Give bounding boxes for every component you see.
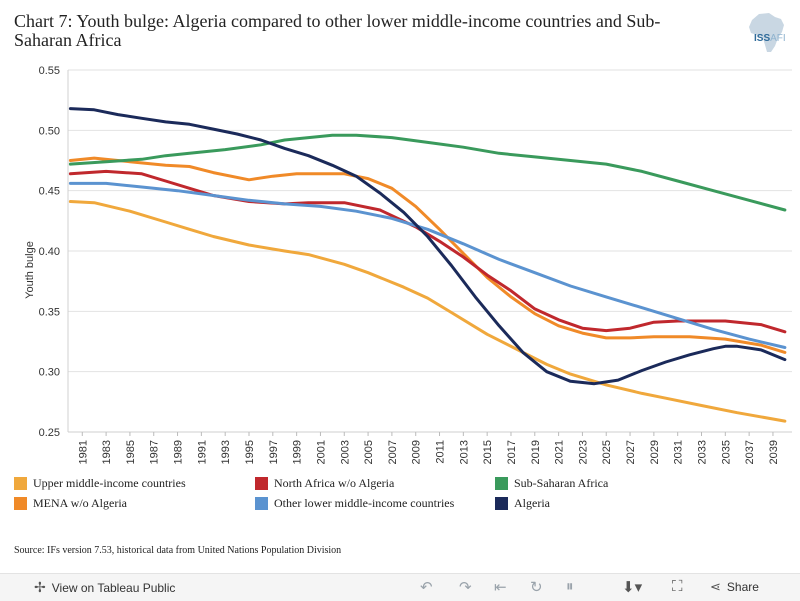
share-icon: ⋖ (710, 579, 721, 594)
x-tick-label: 1981 (77, 440, 89, 464)
x-tick-label: 2003 (339, 440, 351, 464)
series-line[interactable] (68, 200, 787, 423)
legend-item[interactable]: Algeria (495, 496, 550, 511)
legend-label: Other lower middle-income countries (274, 496, 455, 510)
view-on-tableau-label: View on Tableau Public (51, 580, 176, 595)
x-tick-label: 2031 (673, 440, 685, 464)
series-lines (68, 107, 787, 423)
gridlines (67, 69, 792, 433)
y-tick-label: 0.45 (39, 186, 60, 198)
x-tick-label: 2017 (506, 440, 518, 464)
legend-swatch (495, 497, 508, 510)
tableau-logo-icon: ✢ (34, 579, 46, 595)
view-on-tableau-button[interactable]: ✢ View on Tableau Public (34, 579, 175, 596)
series-line[interactable] (68, 133, 787, 212)
line-chart: 0.250.300.350.400.450.500.55 1981 1983 198… (24, 65, 792, 464)
series-line[interactable] (68, 107, 787, 386)
x-tick-label: 2001 (315, 440, 327, 464)
legend-swatch (14, 477, 27, 490)
chart-title: Chart 7: Youth bulge: Algeria compared t… (14, 11, 661, 50)
legend-swatch (14, 497, 27, 510)
series-line[interactable] (68, 181, 787, 349)
source-note: Source: IFs version 7.53, historical dat… (14, 545, 342, 556)
x-tick-label: 1991 (196, 440, 208, 464)
series-line[interactable] (68, 169, 787, 334)
undo-icon[interactable]: ↶ (420, 579, 433, 596)
x-tick-label: 2013 (458, 440, 470, 464)
y-tick-label: 0.25 (39, 427, 60, 439)
legend-item[interactable]: Other lower middle-income countries (255, 496, 454, 511)
x-tick-label: 2027 (625, 440, 637, 464)
legend-swatch (255, 497, 268, 510)
x-tick-label: 1987 (149, 440, 161, 464)
x-tick-label: 2023 (577, 440, 589, 464)
x-tick-label: 1993 (220, 440, 232, 464)
y-axis: 0.25 0.30 0.35 0.40 0.45 0.50 0.55 (39, 65, 60, 439)
x-tick-label: 1999 (292, 440, 304, 464)
legend-label: Upper middle-income countries (33, 476, 186, 490)
africa-map-icon (749, 13, 784, 52)
refresh-icon[interactable]: ↻ (530, 579, 543, 596)
legend-label: Sub-Saharan Africa (514, 476, 609, 490)
y-tick-label: 0.35 (39, 306, 60, 318)
legend-label: MENA w/o Algeria (33, 496, 127, 510)
share-button[interactable]: ⋖ Share (710, 579, 759, 595)
x-tick-label: 2035 (720, 440, 732, 464)
share-label: Share (726, 580, 759, 594)
pause-icon[interactable]: ⏸ (566, 578, 574, 595)
legend-item[interactable]: North Africa w/o Algeria (255, 476, 394, 491)
x-tick-label: 2019 (530, 440, 542, 464)
y-tick-label: 0.30 (39, 367, 60, 379)
download-icon[interactable]: ⬇▾ (622, 579, 643, 596)
x-axis: 1981 1983 1985 1987 1989 1991 1993 1995 1997 1999… (77, 432, 780, 464)
logo-text: ISSAFI (754, 33, 786, 44)
legend-label: North Africa w/o Algeria (274, 476, 395, 490)
x-tick-label: 2005 (363, 440, 375, 464)
x-tick-label: 2011 (435, 440, 447, 464)
x-tick-label: 2007 (387, 440, 399, 464)
x-tick-label: 2021 (554, 440, 566, 464)
y-tick-label: 0.40 (39, 246, 60, 258)
x-tick-label: 1985 (125, 440, 137, 464)
fullscreen-icon[interactable]: ⛶ (672, 578, 683, 595)
x-tick-label: 1983 (101, 440, 113, 464)
x-tick-label: 2037 (744, 440, 756, 464)
redo-icon[interactable]: ↷ (459, 579, 472, 596)
series-line[interactable] (68, 156, 787, 354)
legend-item[interactable]: MENA w/o Algeria (14, 496, 127, 511)
x-tick-label: 1989 (173, 440, 185, 464)
x-tick-label: 1997 (268, 440, 280, 464)
x-tick-label: 1995 (244, 440, 256, 464)
x-tick-label: 2033 (697, 440, 709, 464)
legend: Upper middle-income countries North Afric… (0, 476, 800, 520)
tableau-toolbar: ✢ View on Tableau Public ↶ ↷ ⇤ ↻ ⏸ ⬇▾ ⛶ … (0, 573, 800, 601)
legend-swatch (495, 477, 508, 490)
legend-label: Algeria (514, 496, 550, 510)
x-tick-label: 2015 (482, 440, 494, 464)
x-tick-label: 2025 (601, 440, 613, 464)
legend-item[interactable]: Sub-Saharan Africa (495, 476, 608, 491)
x-tick-label: 2009 (411, 440, 423, 464)
revert-icon[interactable]: ⇤ (494, 579, 507, 596)
x-tick-label: 2039 (768, 440, 780, 464)
x-tick-label: 2029 (649, 440, 661, 464)
legend-item[interactable]: Upper middle-income countries (14, 476, 186, 491)
logo-text-main: ISS (754, 33, 771, 44)
logo-text-suffix: AFI (770, 33, 786, 44)
y-tick-label: 0.55 (39, 65, 60, 77)
y-tick-label: 0.50 (39, 125, 60, 137)
y-axis-label: Youth bulge (24, 241, 36, 299)
legend-swatch (255, 477, 268, 490)
